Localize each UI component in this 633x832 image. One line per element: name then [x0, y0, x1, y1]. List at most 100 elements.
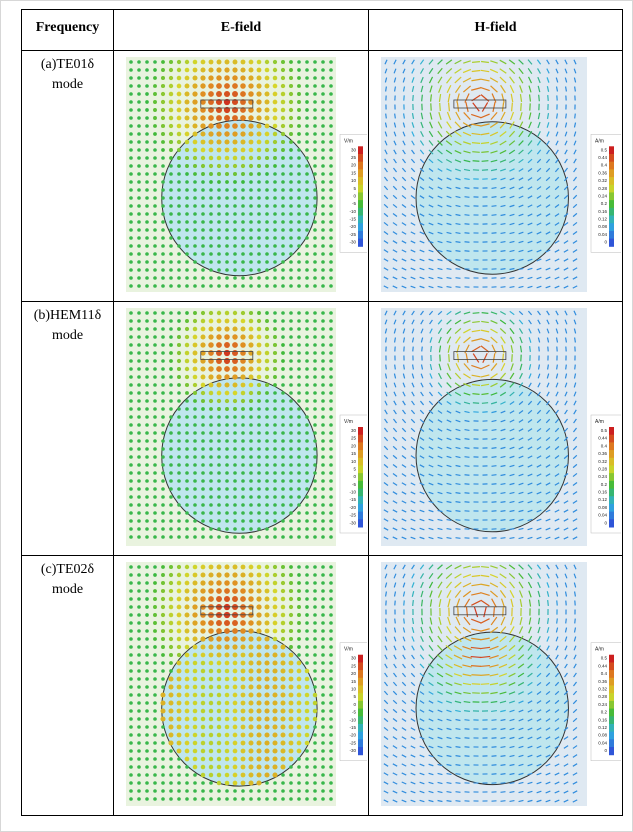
e-legend-tick-hem11: -30 [349, 520, 356, 525]
e-legend-tick-te01: -20 [349, 224, 356, 229]
h-legend-tick-te01: 0.32 [598, 178, 607, 183]
h-legend-tick-hem11: 0.28 [598, 466, 607, 471]
e-field-plot-hem11: V/m 30 25 20 15 10 5 0 -5 -10 -15 -20 -25 -30 [114, 302, 368, 555]
e-legend-tick-hem11: -25 [349, 513, 356, 518]
e-legend-tick-te02: 20 [351, 671, 357, 676]
e-legend-tick-hem11: 5 [353, 466, 356, 471]
row-label-te01: (a)TE01δ mode [21, 50, 114, 302]
h-legend-tick-te02: 0.04 [598, 740, 607, 745]
h-legend-tick-te02: 0.4 [601, 671, 608, 676]
field-table: Frequency E-field H-field (a)TE01δ mode … [21, 9, 623, 816]
h-field-cell-te01: A/m 0.5 0.44 0.4 0.36 0.32 0.28 0.24 0.2 0.16 0.12… [368, 50, 623, 302]
e-legend-tick-te02: 15 [351, 679, 357, 684]
h-legend-tick-te02: 0.16 [598, 717, 607, 722]
row-label-hem11: (b)HEM11δ mode [21, 301, 114, 556]
h-field-svg-hem11: A/m 0.5 0.44 0.4 0.36 0.32 0.28 0.24 0.2 0.16 0.12… [381, 308, 621, 546]
h-field-plot-te02: A/m 0.5 0.44 0.4 0.36 0.32 0.28 0.24 0.2 0.16 0.12… [369, 556, 622, 815]
h-legend-tick-hem11: 0.24 [598, 474, 607, 479]
h-legend-tick-te01: 0.04 [598, 232, 607, 237]
e-legend-tick-te01: 15 [351, 170, 357, 175]
h-field-plot-te01: A/m 0.5 0.44 0.4 0.36 0.32 0.28 0.24 0.2 0.16 0.12… [369, 51, 622, 301]
h-legend-te02 [590, 642, 621, 761]
e-legend-tick-hem11: -10 [349, 490, 356, 495]
h-field-cell-te02: A/m 0.5 0.44 0.4 0.36 0.32 0.28 0.24 0.2 0.16 0.12… [368, 555, 623, 816]
e-legend-unit-te01: V/m [344, 138, 353, 144]
e-legend-tick-hem11: 20 [351, 443, 357, 448]
row-label-te01-line1: (a)TE01δ [40, 57, 95, 72]
h-field-cell-hem11: A/m 0.5 0.44 0.4 0.36 0.32 0.28 0.24 0.2 0.16 0.12… [368, 301, 623, 556]
e-legend-tick-te02: 5 [353, 694, 356, 699]
h-legend-tick-te02: 0 [604, 748, 607, 753]
e-dielectric-disk-te01 [161, 119, 318, 277]
e-legend-tick-te01: 5 [353, 186, 356, 191]
row-label-hem11-line2: mode [51, 328, 84, 343]
e-legend-tick-te01: -30 [349, 240, 356, 245]
h-legend-tick-hem11: 0.44 [598, 436, 607, 441]
e-legend-tick-hem11: 25 [351, 436, 357, 441]
e-legend-tick-hem11: -20 [349, 505, 356, 510]
h-legend-tick-te01: 0.12 [598, 217, 607, 222]
e-legend-tick-te02: 0 [353, 702, 356, 707]
h-legend-tick-hem11: 0.5 [601, 428, 608, 433]
row-label-te02: (c)TE02δ mode [21, 555, 114, 816]
e-legend-tick-te02: -20 [349, 733, 356, 738]
e-legend-tick-te01: 20 [351, 163, 357, 168]
h-legend-tick-hem11: 0.32 [598, 459, 607, 464]
h-legend-tick-te01: 0.44 [598, 155, 607, 160]
e-legend-tick-hem11: -5 [352, 482, 356, 487]
h-legend-tick-te02: 0.24 [598, 702, 607, 707]
h-legend-tick-hem11: 0.36 [598, 451, 607, 456]
h-legend-tick-hem11: 0.4 [601, 443, 608, 448]
e-field-svg-hem11: V/m 30 25 20 15 10 5 0 -5 -10 -15 -20 -25 -30 [126, 308, 367, 546]
h-legend-tick-hem11: 0.16 [598, 490, 607, 495]
h-legend-tick-te02: 0.36 [598, 679, 607, 684]
e-legend-tick-te02: 10 [351, 686, 357, 691]
header-h-field: H-field [368, 9, 623, 51]
h-legend-unit-hem11: A/m [595, 419, 604, 425]
h-legend-tick-te01: 0.2 [601, 201, 608, 206]
header-e-field: E-field [113, 9, 369, 51]
e-legend-tick-te01: -25 [349, 232, 356, 237]
h-legend-tick-te01: 0.5 [601, 147, 608, 152]
e-legend-tick-te02: -30 [349, 748, 356, 753]
h-legend-tick-te02: 0.28 [598, 694, 607, 699]
h-legend-tick-te02: 0.2 [601, 710, 608, 715]
h-legend-tick-te01: 0.24 [598, 193, 607, 198]
h-legend-tick-te01: 0.28 [598, 186, 607, 191]
e-legend-tick-te01: 10 [351, 178, 357, 183]
row-label-hem11-line1: (b)HEM11δ [33, 308, 102, 323]
h-field-svg-te02: A/m 0.5 0.44 0.4 0.36 0.32 0.28 0.24 0.2 0.16 0.12… [381, 562, 621, 806]
e-field-svg-te01: V/m 30 25 20 15 10 5 0 -5 -10 -15 -20 -25 -30 [126, 57, 367, 292]
e-legend-tick-hem11: 30 [351, 428, 357, 433]
row-label-te02-line1: (c)TE02δ [40, 562, 95, 577]
h-legend-unit-te02: A/m [595, 647, 604, 653]
h-legend-tick-te02: 0.5 [601, 656, 608, 661]
e-legend-tick-te01: -10 [349, 209, 356, 214]
e-legend-tick-te02: 25 [351, 663, 357, 668]
h-legend-tick-te02: 0.32 [598, 686, 607, 691]
h-legend-tick-te01: 0.08 [598, 224, 607, 229]
header-frequency: Frequency [21, 9, 114, 51]
row-label-te01-line2: mode [51, 77, 84, 92]
e-legend-tick-te01: 30 [351, 147, 357, 152]
e-legend-unit-te02: V/m [344, 647, 353, 653]
e-field-cell-te01: V/m 30 25 20 15 10 5 0 -5 -10 -15 -20 -25 -30 [113, 50, 369, 302]
e-legend-tick-te02: -15 [349, 725, 356, 730]
e-legend-tick-te02: -5 [352, 710, 356, 715]
h-legend-tick-te01: 0.16 [598, 209, 607, 214]
e-legend-tick-te01: 0 [353, 193, 356, 198]
e-field-plot-te01: V/m 30 25 20 15 10 5 0 -5 -10 -15 -20 -25 -30 [114, 51, 368, 301]
h-field-plot-hem11: A/m 0.5 0.44 0.4 0.36 0.32 0.28 0.24 0.2 0.16 0.12… [369, 302, 622, 555]
h-legend-tick-te01: 0.36 [598, 170, 607, 175]
e-legend-tick-te02: -25 [349, 740, 356, 745]
e-dielectric-disk-te02 [161, 630, 318, 787]
e-legend-tick-hem11: -15 [349, 497, 356, 502]
e-legend-tick-te01: -15 [349, 217, 356, 222]
h-legend-tick-te02: 0.08 [598, 733, 607, 738]
h-legend-tick-hem11: 0.08 [598, 505, 607, 510]
h-legend-unit-te01: A/m [595, 138, 604, 144]
h-legend-tick-hem11: 0.04 [598, 513, 607, 518]
e-field-cell-te02: V/m 30 25 20 15 10 5 0 -5 -10 -15 -20 -25 -30 [113, 555, 369, 816]
h-dielectric-disk-te02 [415, 631, 569, 786]
e-dielectric-disk-hem11 [161, 377, 318, 534]
